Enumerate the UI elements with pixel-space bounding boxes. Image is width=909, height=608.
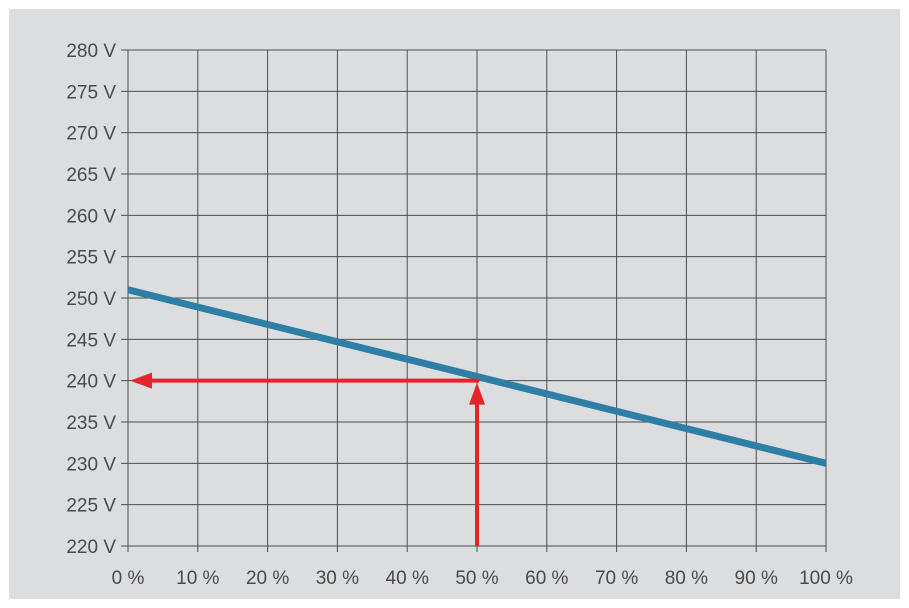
y-tick-label: 280 V (66, 41, 116, 62)
vertical-arrow-head (469, 382, 485, 405)
x-tick-label: 80 % (665, 568, 708, 589)
y-tick-label: 265 V (66, 165, 116, 186)
y-axis-tick-labels: 220 V 225 V 230 V 235 V 240 V 245 V 250 V 255 V… (66, 41, 116, 558)
y-tick-label: 230 V (66, 454, 116, 475)
x-tick-label: 20 % (246, 568, 289, 589)
grid (121, 49, 827, 552)
series-line-0 (127, 286, 827, 467)
series-layer (127, 286, 827, 467)
x-tick-label: 90 % (735, 568, 778, 589)
x-tick-label: 40 % (386, 568, 429, 589)
x-tick-label: 0 % (112, 568, 145, 589)
y-tick-label: 220 V (66, 537, 116, 558)
x-tick-label: 70 % (595, 568, 638, 589)
x-tick-label: 10 % (176, 568, 219, 589)
x-tick-label: 30 % (316, 568, 359, 589)
y-tick-label: 260 V (66, 206, 116, 227)
y-tick-label: 275 V (66, 82, 116, 103)
horizontal-arrow-head (130, 372, 152, 389)
y-tick-label: 240 V (66, 372, 116, 393)
y-tick-label: 245 V (66, 330, 116, 351)
x-tick-label: 60 % (525, 568, 568, 589)
x-tick-label: 100 % (799, 568, 853, 589)
y-tick-label: 225 V (66, 496, 116, 517)
annotation-layer (130, 372, 485, 546)
y-tick-label: 255 V (66, 248, 116, 269)
x-axis-tick-labels: 0 % 10 % 20 % 30 % 40 % 50 % 60 % 70 % 80 % 90 % 1… (112, 568, 853, 589)
x-tick-label: 50 % (455, 568, 498, 589)
y-tick-label: 235 V (66, 413, 116, 434)
y-tick-label: 270 V (66, 124, 116, 145)
chart-panel (9, 9, 900, 599)
y-tick-label: 250 V (66, 289, 116, 310)
